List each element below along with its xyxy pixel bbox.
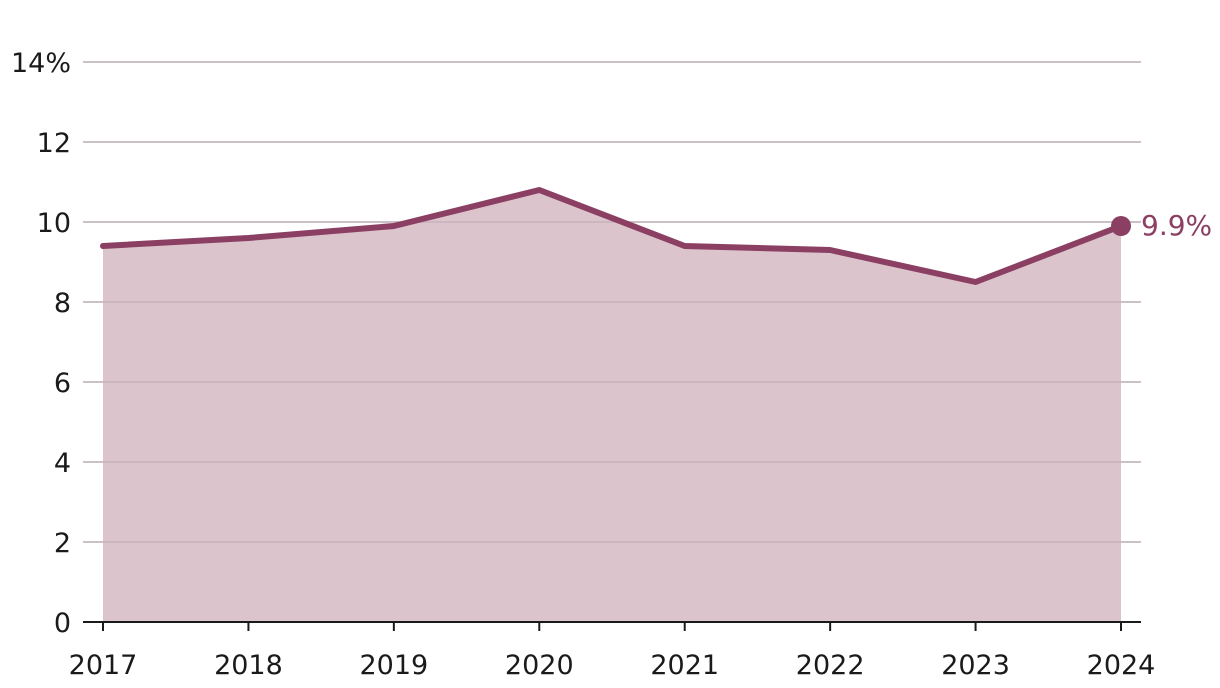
x-tick-label: 2022 bbox=[796, 650, 865, 681]
x-tick-label: 2024 bbox=[1087, 650, 1156, 681]
x-axis-ticks: 2017 2018 2019 2020 2021 2022 2023 2024 bbox=[69, 622, 1156, 681]
end-point-marker bbox=[1111, 216, 1131, 236]
y-tick-label: 8 bbox=[54, 288, 71, 319]
y-axis-ticks: 0 2 4 6 8 10 12 14% bbox=[11, 48, 71, 639]
y-tick-label: 2 bbox=[54, 528, 71, 559]
series-line bbox=[100, 187, 1124, 285]
gridlines-overlay bbox=[83, 61, 1141, 543]
x-tick-label: 2019 bbox=[359, 650, 428, 681]
x-tick-label: 2017 bbox=[69, 650, 138, 681]
end-value-label: 9.9% bbox=[1141, 209, 1212, 242]
y-tick-label: 10 bbox=[37, 208, 71, 239]
y-tick-label: 14% bbox=[11, 48, 71, 79]
y-tick-label: 12 bbox=[37, 128, 71, 159]
x-tick-label: 2023 bbox=[941, 650, 1010, 681]
x-tick-label: 2020 bbox=[505, 650, 574, 681]
x-tick-label: 2021 bbox=[650, 650, 719, 681]
y-tick-label: 6 bbox=[54, 368, 71, 399]
y-tick-label: 0 bbox=[54, 608, 71, 639]
x-tick-label: 2018 bbox=[214, 650, 283, 681]
y-tick-label: 4 bbox=[54, 448, 71, 479]
area-fill bbox=[103, 190, 1121, 622]
